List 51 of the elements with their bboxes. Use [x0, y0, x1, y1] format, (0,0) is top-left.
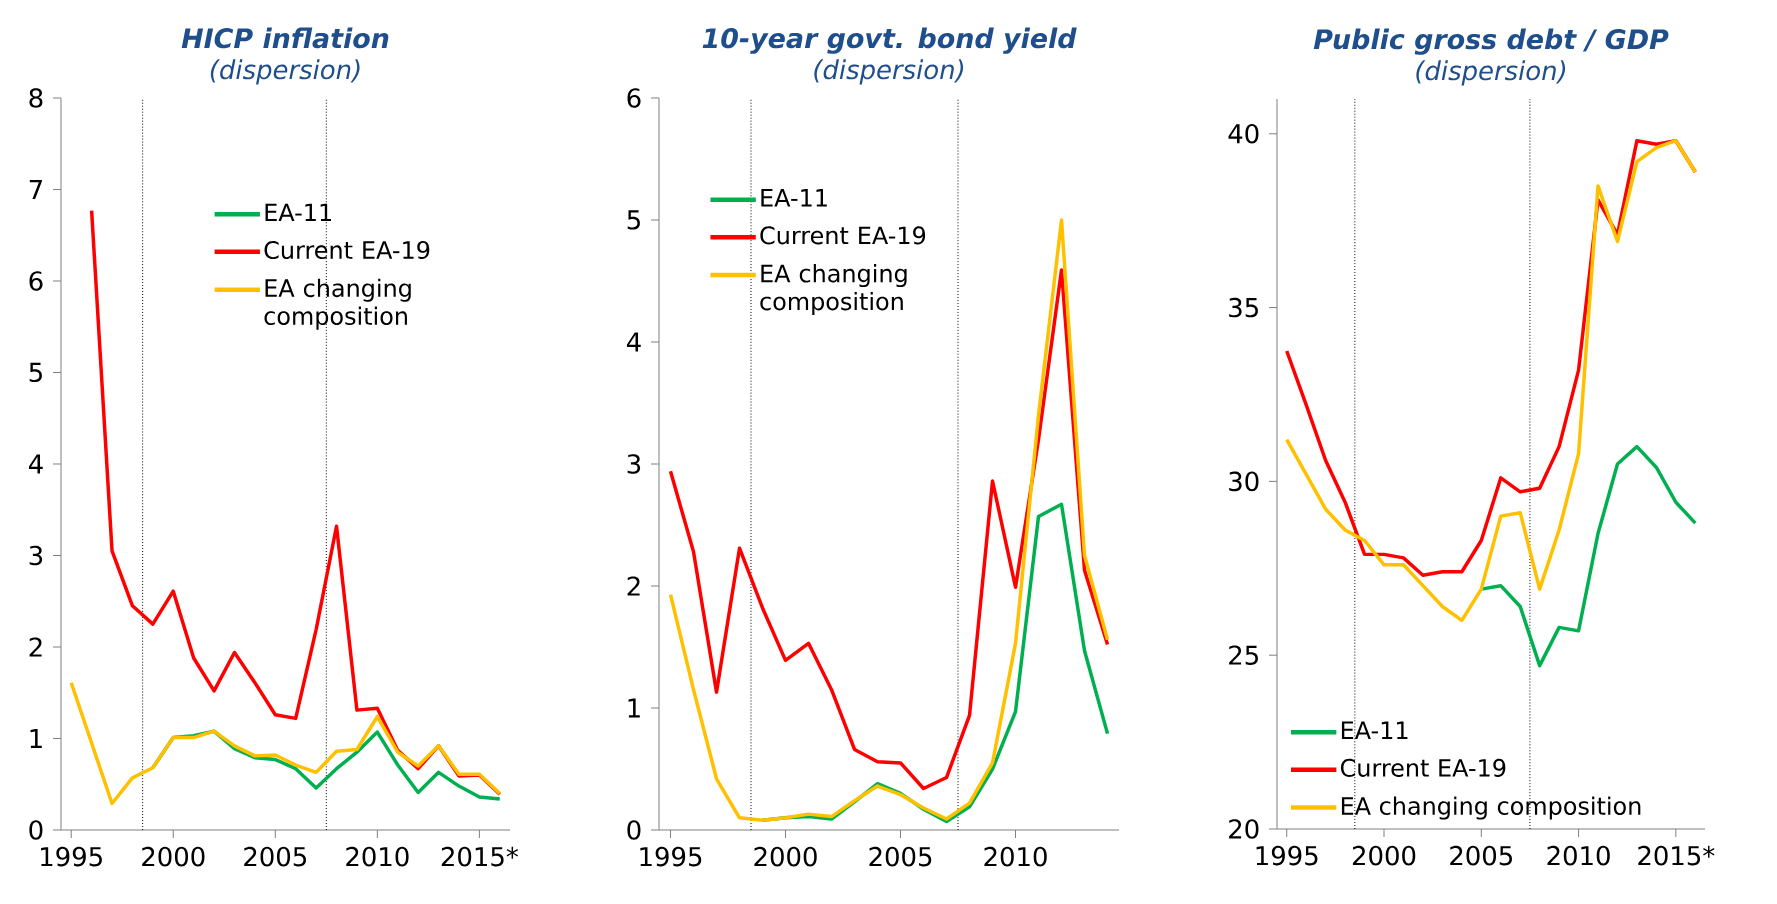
y-tick-label: 5 [29, 362, 42, 383]
chart-title: HICP inflation [181, 27, 389, 49]
y-tick-label: 35 [1229, 297, 1258, 318]
legend-label: Current EA-19 [1340, 758, 1506, 777]
x-tick-label: 1995 [41, 846, 102, 867]
x-tick-label: 1995 [1256, 845, 1318, 866]
y-tick-label: 8 [29, 88, 43, 108]
y-tick-label: 6 [627, 88, 641, 108]
y-tick-label: 3 [29, 545, 43, 566]
legend-label: EA-11 [1341, 721, 1408, 739]
y-tick-label: 0 [29, 820, 43, 840]
legend-label: Current EA-19 [264, 240, 430, 260]
line-series [1479, 444, 1698, 668]
x-tick-label: 2000 [142, 846, 205, 867]
legend-label: Current EA-19 [760, 226, 926, 245]
x-tick-label: 2000 [1352, 845, 1416, 866]
y-tick-label: 0 [627, 820, 641, 840]
x-tick-label: 2005 [1450, 845, 1512, 866]
x-tick-label: 2005 [244, 846, 306, 867]
y-tick-label: 5 [627, 210, 640, 230]
legend-label: EA-11 [265, 203, 331, 222]
y-tick-label: 1 [30, 729, 42, 748]
y-tick-label: 3 [627, 454, 641, 474]
x-tick-label: 2000 [754, 846, 817, 867]
x-tick-label: 2015* [1638, 845, 1715, 866]
legend-label: EA changing composition [1341, 796, 1641, 820]
legend-label: EA changing composition [760, 263, 907, 315]
chart-subtitle: (dispersion) [1416, 60, 1566, 86]
chart-subtitle: (dispersion) [814, 59, 964, 85]
y-tick-label: 1 [628, 698, 640, 718]
x-tick-label: 2005 [869, 846, 932, 867]
chart-subtitle: (dispersion) [210, 59, 360, 85]
chart-title: 10-year govt. bond yield [702, 27, 1077, 54]
legend-label: EA-11 [761, 189, 827, 207]
y-tick-label: 6 [29, 271, 43, 291]
y-tick-label: 25 [1229, 645, 1258, 665]
x-tick-label: 2010 [1547, 845, 1610, 866]
y-tick-label: 30 [1229, 471, 1259, 492]
y-tick-label: 40 [1228, 123, 1259, 144]
y-tick-label: 2 [627, 576, 640, 596]
x-tick-label: 1995 [640, 846, 702, 867]
y-tick-label: 4 [28, 454, 43, 474]
legend-label: EA changing composition [264, 278, 411, 330]
x-tick-label: 2010 [984, 846, 1047, 867]
y-tick-label: 2 [29, 637, 42, 657]
y-tick-label: 7 [29, 180, 42, 199]
x-tick-label: 2010 [346, 846, 409, 867]
y-tick-label: 4 [626, 332, 641, 352]
y-tick-label: 20 [1229, 819, 1259, 839]
chart-title: Public gross debt / GDP [1313, 28, 1669, 55]
x-tick-label: 2015* [441, 846, 519, 867]
